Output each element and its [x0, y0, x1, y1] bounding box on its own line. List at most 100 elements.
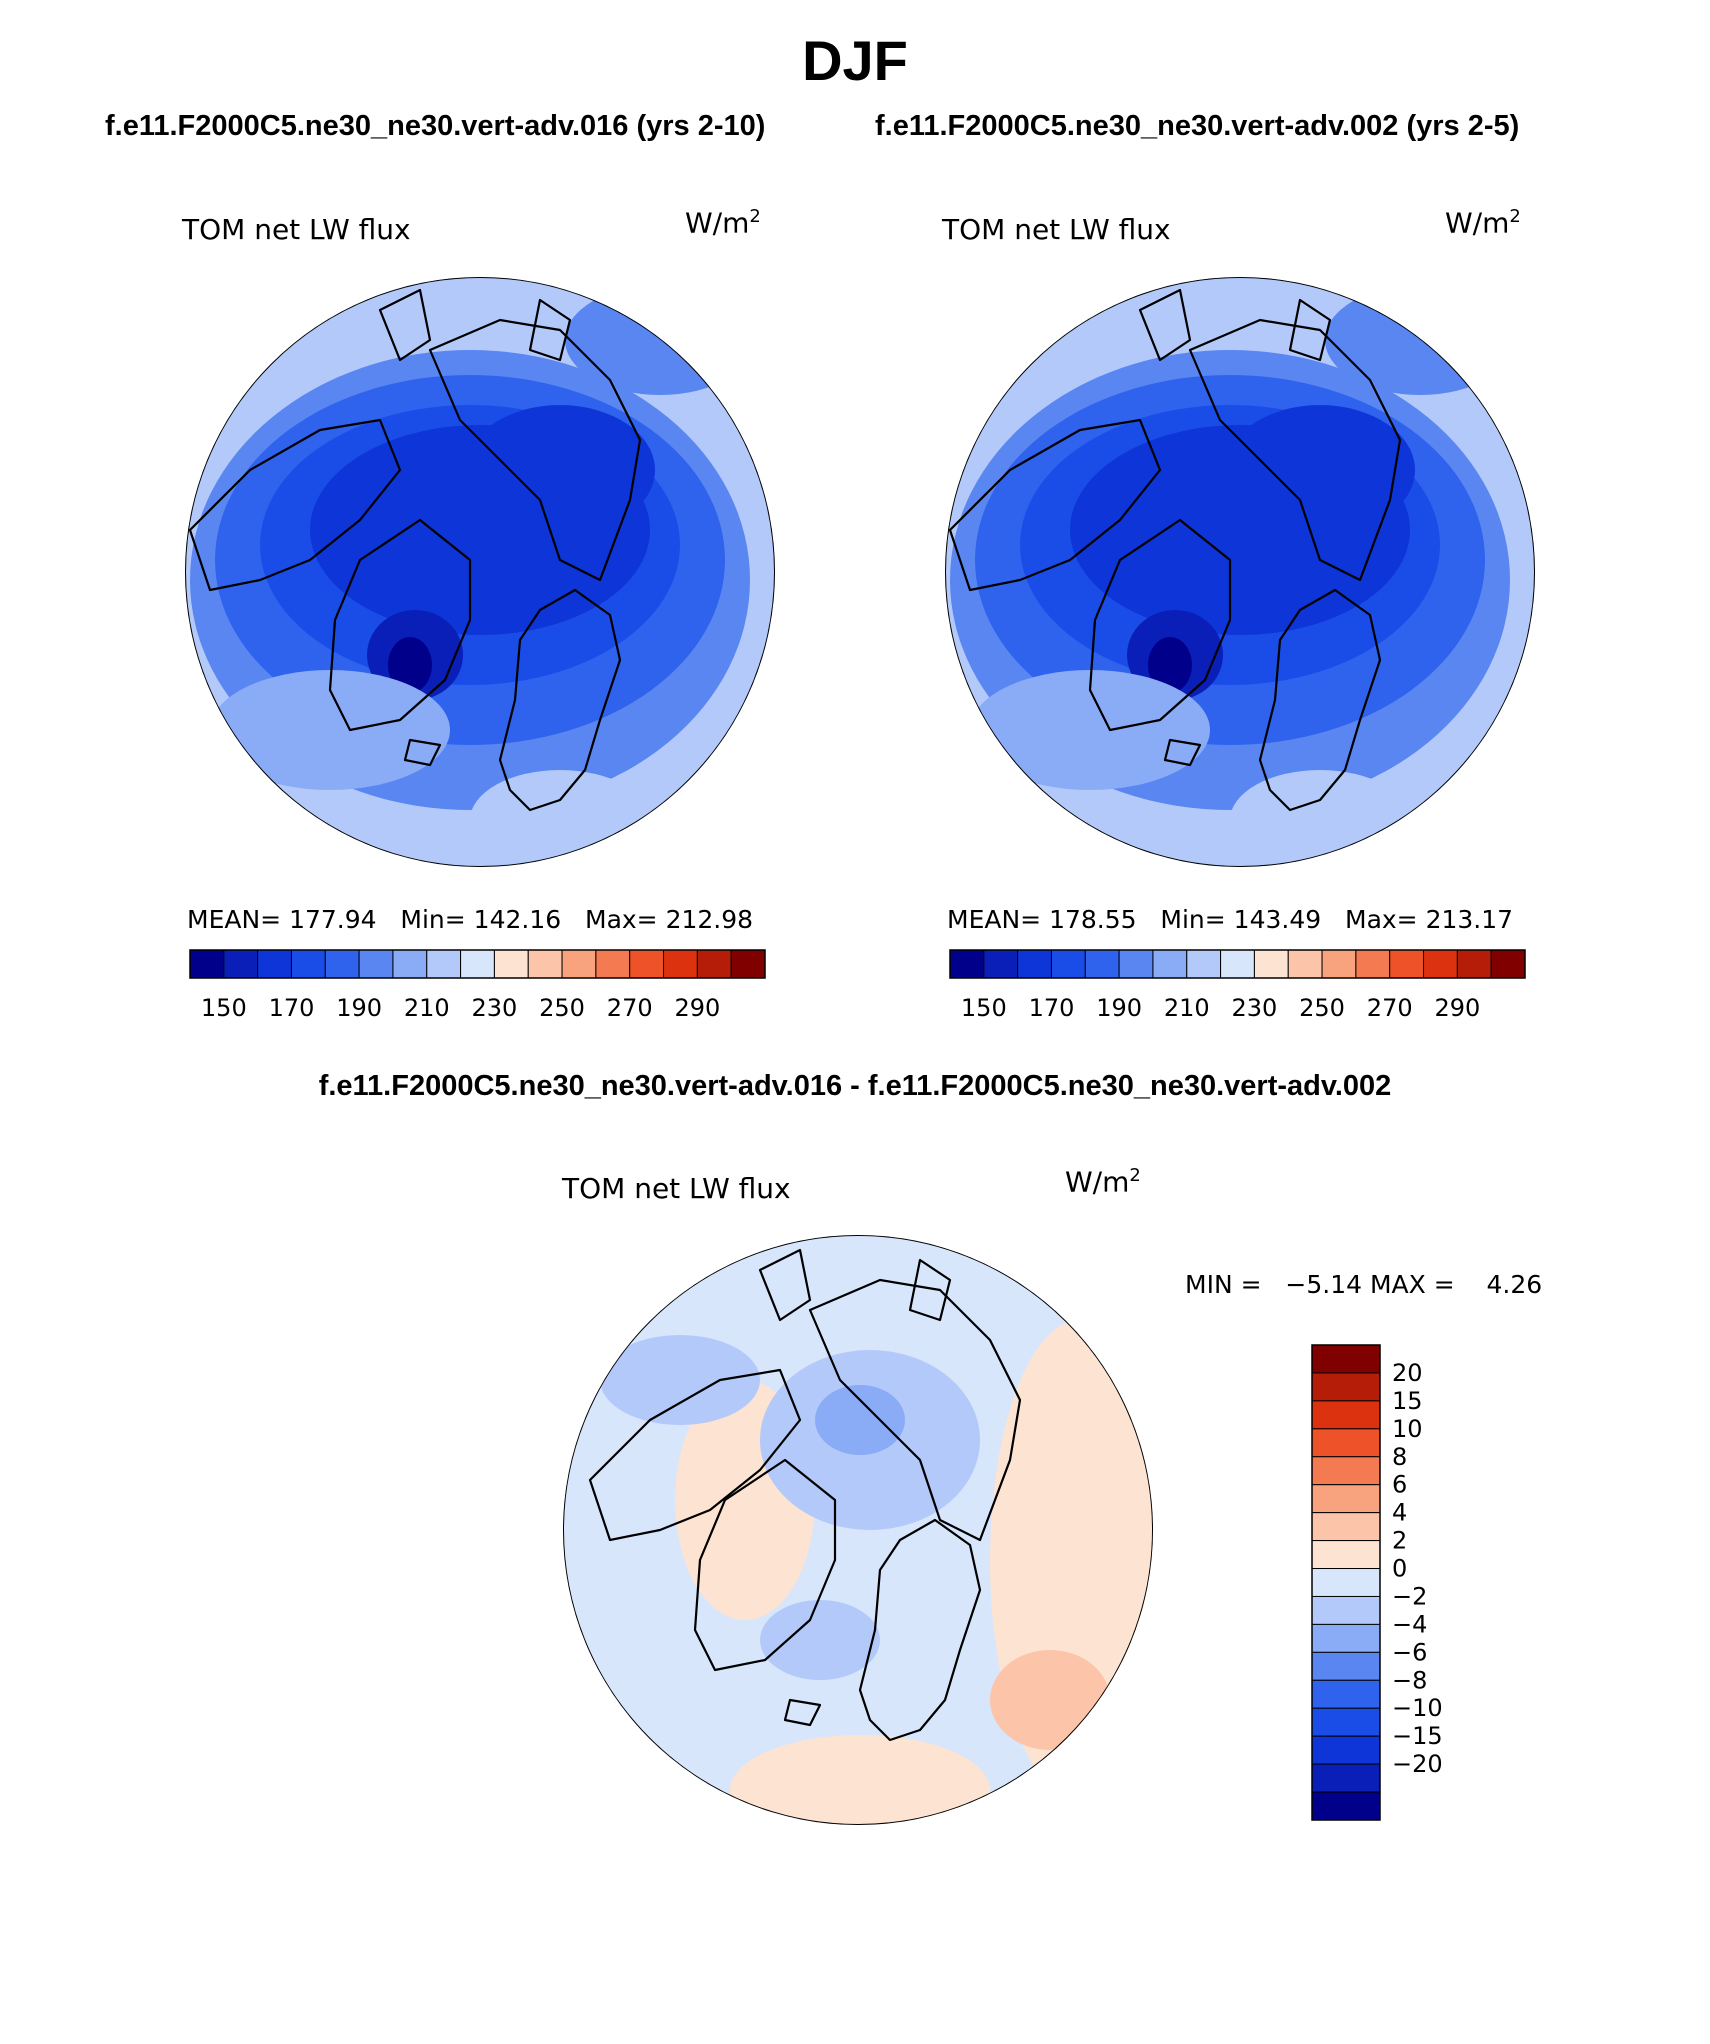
map1-coast-iceland — [403, 738, 442, 767]
map1-field-band-6 — [565, 285, 755, 395]
cbar3-swatch-15 — [1311, 1763, 1381, 1793]
diff-min: −5.14 — [1285, 1270, 1363, 1299]
cbar1-frame — [189, 949, 766, 979]
map2-coastlines — [948, 288, 1402, 812]
cbar3-tick-label-0: 20 — [1392, 1359, 1423, 1387]
panel1-units-label: W/m2 — [685, 206, 761, 240]
diff-coast-greenland — [693, 1458, 837, 1672]
cbar1-swatch-9 — [493, 949, 529, 979]
cbar3-swatch-7 — [1311, 1540, 1381, 1570]
diff-field-south-positive — [730, 1735, 990, 1825]
map2-coast-alaska — [1138, 288, 1192, 362]
map2-coast-greenland — [1088, 518, 1232, 732]
cbar2-swatch-5 — [1118, 949, 1154, 979]
cbar2-swatch-4 — [1084, 949, 1120, 979]
cbar3-swatch-1 — [1311, 1372, 1381, 1402]
diff-coast-siberia — [808, 1278, 1022, 1542]
diff-coast-alaska — [758, 1248, 812, 1322]
map1-coast-siberia — [428, 318, 642, 582]
diff-coast-canada — [588, 1368, 802, 1542]
cbar2-tick-label-6: 270 — [1367, 994, 1413, 1022]
map-panel-1 — [185, 277, 775, 867]
cbar3-tick-label-13: −15 — [1392, 1722, 1443, 1750]
map2-field-band-7 — [970, 670, 1210, 790]
cbar2-swatch-7 — [1186, 949, 1222, 979]
cbar2-frame — [949, 949, 1526, 979]
panel2-mean: 178.55 — [1049, 905, 1137, 934]
diff-field-negative-2 — [600, 1335, 760, 1425]
cbar1-tick-label-6: 270 — [607, 994, 653, 1022]
cbar3-tick-label-6: 2 — [1392, 1527, 1407, 1555]
cbar2-tick-label-0: 150 — [961, 994, 1007, 1022]
cbar3-swatch-2 — [1311, 1400, 1381, 1430]
cbar2-swatch-6 — [1152, 949, 1188, 979]
cbar3-tick-label-14: −20 — [1392, 1750, 1443, 1778]
colorbar-panel-2: 150 170 190 210 230 250 270 290 — [949, 949, 1526, 1022]
cbar1-tick-label-2: 190 — [336, 994, 382, 1022]
cbar2-swatch-10 — [1287, 949, 1323, 979]
cbar1-tick-label-1: 170 — [269, 994, 315, 1022]
cbar3-tick-label-9: −4 — [1392, 1610, 1427, 1638]
panel2-min: 143.49 — [1233, 905, 1322, 934]
diff-max: 4.26 — [1486, 1270, 1543, 1299]
diff-min-label: MIN = — [1185, 1270, 1262, 1299]
cbar2-tick-label-1: 170 — [1029, 994, 1075, 1022]
panel2-units-label: W/m2 — [1445, 206, 1521, 240]
cbar2-swatch-14 — [1423, 949, 1458, 979]
map-panel-diff — [563, 1235, 1153, 1825]
panel1-max: 212.98 — [665, 905, 754, 934]
cbar3-tick-label-5: 4 — [1392, 1499, 1407, 1527]
diff-coast-kamchatka — [908, 1258, 952, 1322]
panel2-mean-label: MEAN= — [947, 905, 1042, 934]
map1-coast-alaska — [378, 288, 432, 362]
main-title: DJF — [802, 29, 908, 92]
cbar1-swatch-11 — [561, 949, 597, 979]
map2-field-band-5 — [1225, 405, 1415, 535]
cbar2-swatch-9 — [1253, 949, 1289, 979]
map2-field-band-6 — [1325, 285, 1515, 395]
panel2-max: 213.17 — [1425, 905, 1514, 934]
cbar2-swatch-15 — [1456, 949, 1492, 979]
cbar2-swatch-8 — [1220, 949, 1255, 979]
cbar3-tick-label-2: 10 — [1392, 1415, 1423, 1443]
cbar1-swatch-7 — [426, 949, 462, 979]
cbar2-swatch-11 — [1321, 949, 1357, 979]
diff-coast-iceland — [783, 1698, 822, 1727]
cbar1-swatch-1 — [223, 949, 259, 979]
cbar1-swatch-14 — [663, 949, 698, 979]
map2-field-min-2 — [1148, 637, 1192, 693]
cbar3-swatch-9 — [1311, 1595, 1381, 1625]
cbar3-tick-label-7: 0 — [1392, 1555, 1407, 1583]
cbar3-swatch-4 — [1311, 1456, 1381, 1486]
colorbar-panel-1: 150 170 190 210 230 250 270 290 — [189, 949, 766, 1022]
map1-field-band-7 — [210, 670, 450, 790]
map2-coast-kamchatka — [1288, 298, 1332, 362]
map-panel-2 — [945, 277, 1535, 867]
cbar1-tick-label-4: 230 — [472, 994, 518, 1022]
cbar3-tick-label-11: −8 — [1392, 1666, 1427, 1694]
map1-coast-scandinavia — [498, 588, 622, 812]
cbar1-tick-label-3: 210 — [404, 994, 450, 1022]
map2-coast-siberia — [1188, 318, 1402, 582]
cbar1-swatch-13 — [629, 949, 665, 979]
cbar2-swatch-16 — [1490, 949, 1526, 979]
cbar3-swatch-10 — [1311, 1623, 1381, 1653]
map1-coastlines — [188, 288, 642, 812]
cbar1-swatch-12 — [595, 949, 631, 979]
cbar3-tick-label-8: −2 — [1392, 1582, 1427, 1610]
cbar2-tick-label-2: 190 — [1096, 994, 1142, 1022]
cbar1-swatch-3 — [290, 949, 326, 979]
cbar3-tick-label-10: −6 — [1392, 1638, 1427, 1666]
map1-coast-greenland — [328, 518, 472, 732]
map2-coast-iceland — [1163, 738, 1202, 767]
cbar3-tick-label-3: 8 — [1392, 1443, 1407, 1471]
cbar1-swatch-10 — [527, 949, 563, 979]
cbar2-tick-label-5: 250 — [1299, 994, 1345, 1022]
cbar1-swatch-16 — [730, 949, 766, 979]
diff-coastlines — [588, 1248, 1022, 1742]
diff-title: f.e11.F2000C5.ne30_ne30.vert-adv.016 - f… — [318, 1070, 1392, 1102]
cbar3-swatch-16 — [1311, 1791, 1381, 1821]
cbar2-tick-label-7: 290 — [1434, 994, 1480, 1022]
panel1-max-label: Max= — [585, 905, 658, 934]
